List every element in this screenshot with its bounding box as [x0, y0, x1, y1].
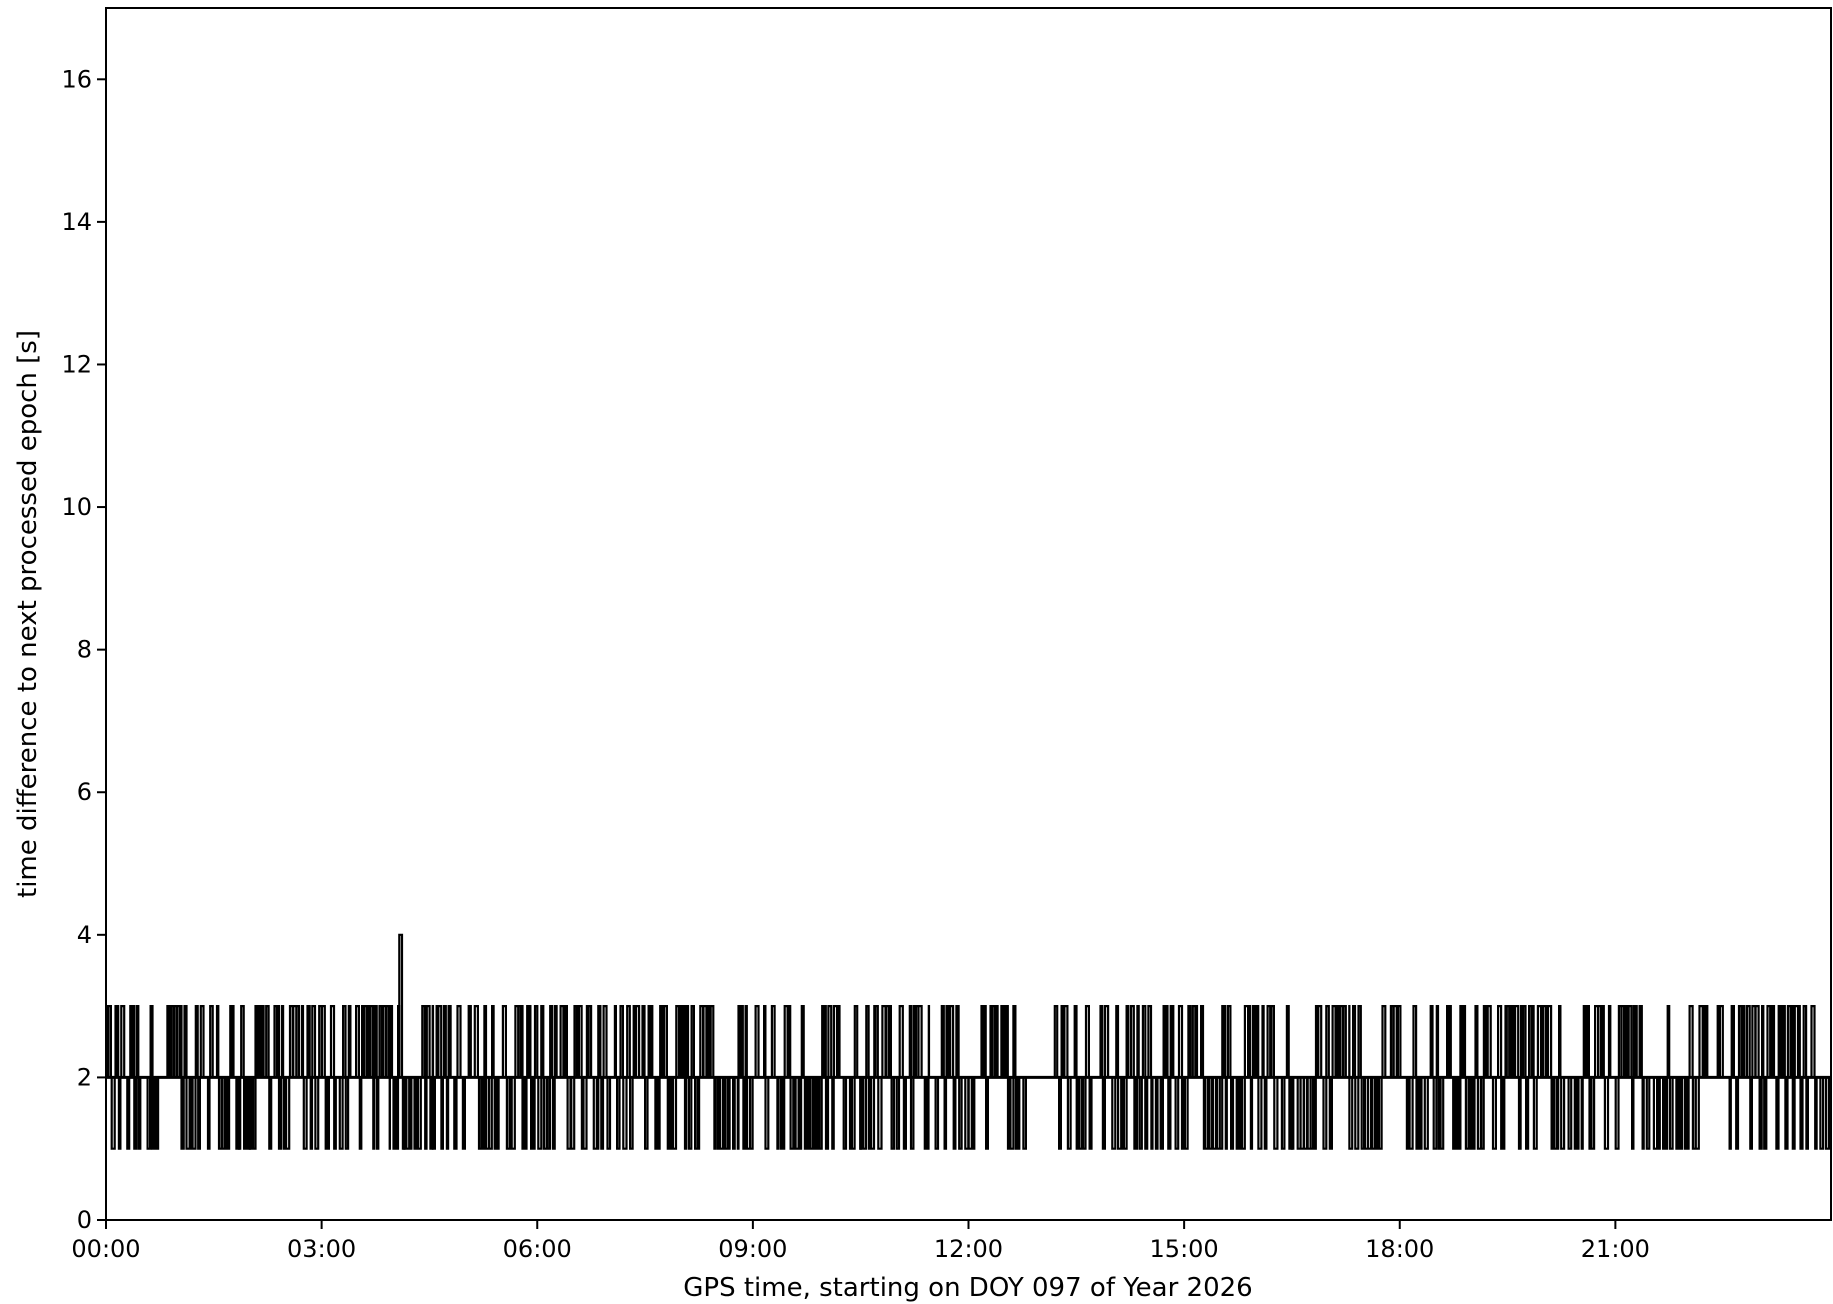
x-axis: 00:00 03:00 06:00 09:00 12:00 15:00 18:00 21:00	[71, 1220, 1650, 1263]
series-segment	[355, 1005, 391, 1150]
series-segment	[597, 1005, 646, 1150]
series-segment	[115, 1005, 140, 1150]
x-tick-label: 18:00	[1365, 1235, 1434, 1263]
y-axis-label: time difference to next processed epoch …	[13, 330, 43, 898]
series-segment	[431, 1005, 578, 1150]
x-axis-label: GPS time, starting on DOY 097 of Year 20…	[683, 1273, 1252, 1303]
series-segment	[237, 1005, 251, 1150]
series-segment	[1053, 1005, 1128, 1150]
x-tick-label: 21:00	[1581, 1235, 1650, 1263]
y-axis: 0 2 4 6 8 10 12 14 16	[61, 65, 106, 1234]
series-segment	[248, 1077, 257, 1150]
series-segment	[137, 1076, 146, 1150]
series-segment	[388, 1005, 394, 1079]
series-segment	[254, 1005, 352, 1150]
y-tick-label: 14	[61, 208, 92, 236]
series-segment	[644, 1005, 740, 1150]
series-segment	[1348, 1005, 1407, 1150]
series-segment	[403, 1076, 423, 1150]
x-tick-label: 00:00	[71, 1235, 140, 1263]
series-segment	[575, 1005, 600, 1150]
series-segment	[859, 1005, 913, 1150]
y-tick-label: 2	[77, 1063, 92, 1091]
series-segment	[180, 1005, 188, 1150]
x-tick-label: 09:00	[718, 1235, 787, 1263]
y-tick-label: 6	[77, 778, 92, 806]
series-segment	[1173, 1005, 1184, 1150]
x-tick-label: 15:00	[1150, 1235, 1219, 1263]
series-segment	[230, 1005, 241, 1150]
series-segment	[737, 1005, 790, 1150]
series-segment	[185, 1005, 233, 1150]
series-segment	[1180, 1005, 1293, 1150]
y-tick-label: 0	[77, 1206, 92, 1234]
x-tick-label: 03:00	[287, 1235, 356, 1263]
y-tick-label: 4	[77, 921, 92, 949]
y-tick-label: 16	[61, 65, 92, 93]
y-tick-label: 12	[61, 350, 92, 378]
series-segment	[421, 1005, 435, 1150]
y-tick-label: 8	[77, 636, 92, 664]
series-layer	[106, 933, 1831, 1150]
series-segment	[1290, 1005, 1351, 1150]
series-segment	[929, 1005, 1027, 1150]
series-segment	[1405, 1005, 1831, 1150]
series-segment	[1125, 1005, 1175, 1150]
x-tick-label: 12:00	[934, 1235, 1003, 1263]
y-tick-label: 10	[61, 493, 92, 521]
series-segment	[145, 1076, 152, 1150]
series-segment	[149, 1005, 183, 1150]
series-segment	[909, 1005, 931, 1150]
series-segment	[787, 1005, 862, 1150]
x-tick-label: 06:00	[503, 1235, 572, 1263]
